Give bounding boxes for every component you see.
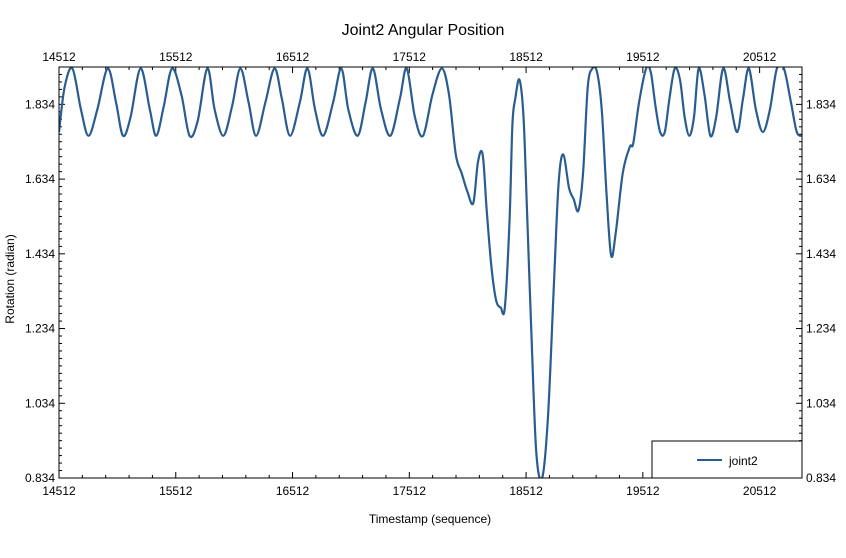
x-tick-label-top: 17512 <box>393 50 427 64</box>
x-tick-label-bottom: 16512 <box>276 484 310 498</box>
y-tick-label-left: 1.034 <box>25 396 55 410</box>
x-tick-label-bottom: 19512 <box>626 484 660 498</box>
plot-area-frame <box>58 66 803 479</box>
axis-ticks: 14512 14512 15512 15512 16512 16512 17512 17512… <box>25 50 836 498</box>
y-tick-label-right: 1.234 <box>806 322 836 336</box>
x-tick-label-bottom: 20512 <box>743 484 777 498</box>
legend-box <box>651 440 803 479</box>
legend-label-joint2: joint2 <box>728 454 758 468</box>
x-tick-label-bottom: 17512 <box>393 484 427 498</box>
legend: joint2 <box>651 440 803 479</box>
y-tick-label-left: 0.834 <box>25 471 55 485</box>
y-tick-label-right: 1.034 <box>806 396 836 410</box>
y-tick-label-right: 1.834 <box>806 97 836 111</box>
series-layer <box>59 67 802 478</box>
y-tick-label-right: 1.634 <box>806 172 836 186</box>
x-tick-label-top: 16512 <box>276 50 310 64</box>
y-tick-label-left: 1.434 <box>25 247 55 261</box>
y-axis-label: Rotation (radian) <box>3 234 17 323</box>
x-tick-label-bottom: 14512 <box>42 484 76 498</box>
x-tick-label-top: 18512 <box>509 50 543 64</box>
series-line-joint2 <box>59 67 802 478</box>
y-tick-label-right: 0.834 <box>806 471 836 485</box>
chart-title: Joint2 Angular Position <box>342 22 505 39</box>
x-tick-label-top: 14512 <box>42 50 76 64</box>
y-tick-label-left: 1.834 <box>25 97 55 111</box>
y-tick-label-left: 1.634 <box>25 172 55 186</box>
x-tick-label-top: 19512 <box>626 50 660 64</box>
x-axis-label: Timestamp (sequence) <box>369 512 491 526</box>
y-tick-label-left: 1.234 <box>25 322 55 336</box>
x-tick-label-bottom: 18512 <box>509 484 543 498</box>
y-tick-label-right: 1.434 <box>806 247 836 261</box>
x-tick-label-top: 15512 <box>159 50 193 64</box>
x-tick-label-bottom: 15512 <box>159 484 193 498</box>
x-tick-label-top: 20512 <box>743 50 777 64</box>
